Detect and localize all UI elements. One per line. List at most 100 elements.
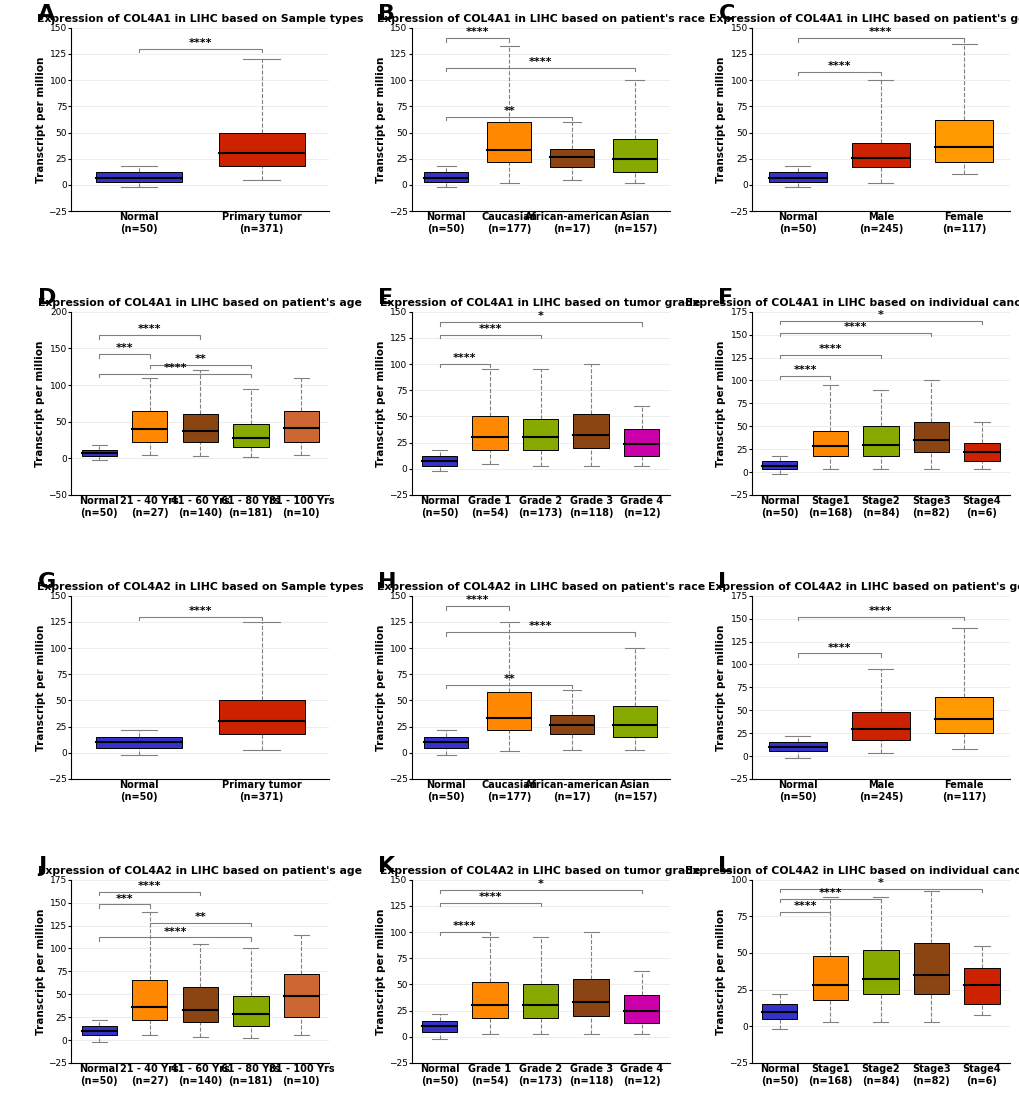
FancyBboxPatch shape (913, 943, 949, 994)
FancyBboxPatch shape (812, 431, 847, 455)
Text: ****: **** (826, 642, 850, 652)
FancyBboxPatch shape (761, 461, 797, 470)
Text: A: A (38, 4, 55, 24)
Text: D: D (38, 288, 56, 308)
Text: *: * (537, 879, 543, 889)
Text: *: * (877, 877, 883, 887)
FancyBboxPatch shape (612, 139, 656, 173)
Text: ****: **** (189, 38, 212, 48)
FancyBboxPatch shape (182, 414, 218, 442)
FancyBboxPatch shape (963, 967, 999, 1004)
FancyBboxPatch shape (283, 411, 319, 442)
FancyBboxPatch shape (424, 173, 468, 181)
FancyBboxPatch shape (768, 742, 826, 751)
Text: ***: *** (115, 894, 133, 904)
Y-axis label: Transcript per million: Transcript per million (715, 341, 726, 466)
Y-axis label: Transcript per million: Transcript per million (376, 908, 385, 1034)
FancyBboxPatch shape (862, 951, 898, 994)
Text: F: F (717, 288, 733, 308)
FancyBboxPatch shape (934, 697, 993, 733)
Text: G: G (38, 572, 56, 592)
Text: ****: **** (793, 902, 816, 912)
Text: E: E (378, 288, 393, 308)
FancyBboxPatch shape (487, 692, 531, 730)
Title: Expression of COL4A2 in LIHC based on tumor grade: Expression of COL4A2 in LIHC based on tu… (380, 866, 700, 876)
FancyBboxPatch shape (573, 414, 608, 447)
Text: ****: **** (138, 880, 161, 890)
FancyBboxPatch shape (851, 712, 909, 739)
Y-axis label: Transcript per million: Transcript per million (715, 57, 726, 183)
Text: **: ** (195, 354, 206, 364)
FancyBboxPatch shape (218, 700, 305, 733)
FancyBboxPatch shape (182, 987, 218, 1022)
FancyBboxPatch shape (913, 422, 949, 452)
Text: ****: **** (826, 61, 850, 71)
Title: Expression of COL4A1 in LIHC based on Sample types: Expression of COL4A1 in LIHC based on Sa… (37, 14, 363, 24)
FancyBboxPatch shape (768, 173, 826, 181)
Text: ****: **** (163, 363, 186, 373)
FancyBboxPatch shape (472, 416, 507, 450)
Title: Expression of COL4A1 in LIHC based on individual cancer stages: Expression of COL4A1 in LIHC based on in… (684, 298, 1019, 308)
Text: **: ** (502, 673, 515, 683)
Text: ****: **** (843, 322, 866, 332)
Y-axis label: Transcript per million: Transcript per million (36, 341, 46, 466)
Text: ****: **** (478, 892, 501, 902)
FancyBboxPatch shape (82, 1026, 117, 1035)
Text: ***: *** (115, 344, 133, 353)
Text: ****: **** (466, 28, 489, 38)
Text: **: ** (195, 912, 206, 922)
FancyBboxPatch shape (549, 715, 593, 733)
FancyBboxPatch shape (851, 142, 909, 167)
FancyBboxPatch shape (233, 424, 268, 447)
FancyBboxPatch shape (549, 149, 593, 167)
FancyBboxPatch shape (422, 1021, 457, 1032)
FancyBboxPatch shape (283, 974, 319, 1017)
FancyBboxPatch shape (472, 983, 507, 1018)
FancyBboxPatch shape (96, 737, 181, 748)
FancyBboxPatch shape (131, 981, 167, 1020)
FancyBboxPatch shape (96, 173, 181, 181)
FancyBboxPatch shape (963, 443, 999, 461)
FancyBboxPatch shape (218, 132, 305, 166)
Y-axis label: Transcript per million: Transcript per million (376, 341, 385, 466)
Text: ****: **** (466, 595, 489, 605)
Y-axis label: Transcript per million: Transcript per million (715, 624, 726, 750)
FancyBboxPatch shape (761, 1004, 797, 1018)
Text: ****: **** (189, 605, 212, 615)
Text: ****: **** (478, 324, 501, 334)
Y-axis label: Transcript per million: Transcript per million (715, 908, 726, 1034)
Y-axis label: Transcript per million: Transcript per million (376, 57, 385, 183)
Text: ****: **** (138, 324, 161, 334)
Y-axis label: Transcript per million: Transcript per million (36, 57, 46, 183)
Text: ****: **** (528, 57, 552, 67)
FancyBboxPatch shape (612, 706, 656, 737)
Text: ****: **** (818, 888, 842, 898)
Title: Expression of COL4A1 in LIHC based on patient's gender: Expression of COL4A1 in LIHC based on pa… (708, 14, 1019, 24)
Text: K: K (378, 856, 395, 876)
FancyBboxPatch shape (862, 426, 898, 455)
FancyBboxPatch shape (624, 429, 658, 456)
Y-axis label: Transcript per million: Transcript per million (36, 624, 46, 750)
FancyBboxPatch shape (131, 411, 167, 442)
Title: Expression of COL4A1 in LIHC based on patient's age: Expression of COL4A1 in LIHC based on pa… (39, 298, 362, 308)
Text: *: * (877, 311, 883, 321)
Text: **: ** (502, 106, 515, 116)
Text: ****: **** (452, 353, 476, 363)
FancyBboxPatch shape (934, 120, 993, 161)
Text: ****: **** (868, 605, 892, 615)
FancyBboxPatch shape (424, 737, 468, 748)
FancyBboxPatch shape (624, 995, 658, 1023)
Text: ****: **** (793, 365, 816, 375)
Text: I: I (717, 572, 726, 592)
Y-axis label: Transcript per million: Transcript per million (36, 908, 46, 1034)
Title: Expression of COL4A2 in LIHC based on patient's race: Expression of COL4A2 in LIHC based on pa… (376, 582, 704, 592)
Text: *: * (537, 312, 543, 322)
Text: ****: **** (868, 28, 892, 38)
Text: J: J (38, 856, 46, 876)
Text: B: B (378, 4, 394, 24)
Y-axis label: Transcript per million: Transcript per million (376, 624, 385, 750)
Text: ****: **** (818, 344, 842, 354)
Title: Expression of COL4A2 in LIHC based on patient's age: Expression of COL4A2 in LIHC based on pa… (39, 866, 362, 876)
Title: Expression of COL4A2 in LIHC based on individual cancer stages: Expression of COL4A2 in LIHC based on in… (684, 866, 1019, 876)
Text: ****: **** (528, 621, 552, 631)
